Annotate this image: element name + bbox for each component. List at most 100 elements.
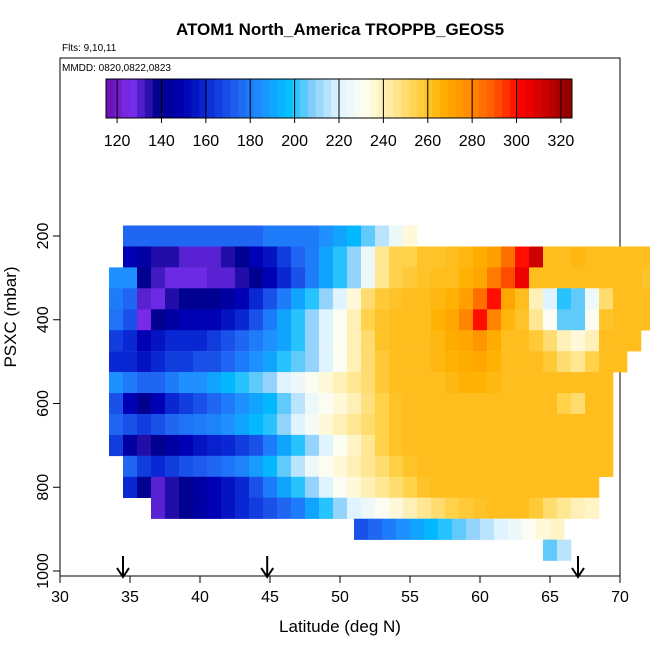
heatmap-cell bbox=[291, 246, 306, 268]
heatmap-cell bbox=[459, 414, 474, 436]
heatmap-cell bbox=[494, 518, 509, 540]
colorbar-segment bbox=[160, 79, 169, 118]
heatmap-cell bbox=[305, 351, 320, 373]
heatmap-cell bbox=[165, 225, 180, 247]
heatmap-cell bbox=[459, 267, 474, 289]
x-tick-label: 70 bbox=[611, 589, 629, 606]
colorbar: 120 140 160 180 200 220 240 260 280 300 320 bbox=[104, 78, 574, 150]
heatmap-cell bbox=[459, 476, 474, 498]
colorbar-segment bbox=[175, 79, 185, 118]
heatmap-cell bbox=[151, 288, 166, 310]
heatmap-cell bbox=[375, 330, 390, 352]
colorbar-segment bbox=[463, 79, 472, 118]
heatmap-cell bbox=[123, 309, 138, 331]
heatmap-cell bbox=[207, 434, 222, 457]
heatmap-cell bbox=[235, 414, 250, 436]
heatmap-cell bbox=[599, 288, 614, 310]
heatmap-cell bbox=[515, 476, 530, 498]
heatmap-cell bbox=[263, 455, 278, 477]
y-tick-label: 800 bbox=[35, 474, 52, 501]
heatmap-cell bbox=[571, 393, 586, 415]
heatmap-cell bbox=[473, 372, 488, 394]
heatmap-cell bbox=[221, 246, 236, 268]
heatmap-cell bbox=[627, 288, 642, 310]
heatmap-cell bbox=[375, 434, 390, 457]
heatmap-cell bbox=[137, 455, 152, 477]
heatmap-cell bbox=[389, 309, 404, 331]
heatmap-cell bbox=[431, 414, 446, 436]
heatmap-cell bbox=[305, 372, 320, 394]
heatmap-cell bbox=[361, 225, 376, 247]
colorbar-segment bbox=[331, 79, 340, 118]
colorbar-segment bbox=[401, 79, 410, 118]
heatmap-cell bbox=[263, 288, 278, 310]
heatmap-cell bbox=[319, 393, 334, 415]
heatmap-cell bbox=[333, 372, 348, 394]
heatmap-cell bbox=[333, 246, 348, 268]
heatmap-cell bbox=[571, 351, 586, 373]
heatmap-cell bbox=[305, 434, 320, 457]
heatmap-cell bbox=[557, 267, 572, 289]
heatmap-cell bbox=[389, 351, 404, 373]
heatmap-cell bbox=[291, 330, 306, 352]
heatmap-cell bbox=[109, 309, 124, 331]
chart-title: ATOM1 North_America TROPPB_GEOS5 bbox=[176, 20, 504, 39]
heatmap-cell bbox=[445, 309, 460, 331]
heatmap-cell bbox=[109, 434, 124, 457]
heatmap-cell bbox=[375, 372, 390, 394]
heatmap-cell bbox=[627, 330, 642, 352]
heatmap-cell bbox=[599, 434, 614, 457]
heatmap-cell bbox=[543, 288, 558, 310]
heatmap-cell bbox=[207, 309, 222, 331]
heatmap-cell bbox=[305, 330, 320, 352]
heatmap-cell bbox=[508, 518, 523, 540]
heatmap-cell bbox=[137, 246, 152, 268]
heatmap-cell bbox=[221, 351, 236, 373]
flights-note: Flts: 9,10,11 bbox=[62, 43, 117, 54]
heatmap-cell bbox=[543, 434, 558, 457]
colorbar-segment bbox=[339, 79, 348, 118]
heatmap-cell bbox=[333, 434, 348, 457]
heatmap-cell bbox=[249, 434, 264, 457]
heatmap-cell bbox=[263, 434, 278, 457]
colorbar-segment bbox=[455, 79, 464, 118]
heatmap-cell bbox=[501, 455, 516, 477]
heatmap-cell bbox=[389, 393, 404, 415]
heatmap-cell bbox=[571, 372, 586, 394]
heatmap-cell bbox=[473, 393, 488, 415]
heatmap-cell bbox=[277, 414, 292, 436]
heatmap-cell bbox=[613, 330, 628, 352]
heatmap-cell bbox=[403, 476, 418, 498]
colorbar-segment bbox=[292, 79, 301, 118]
heatmap-cell bbox=[137, 414, 152, 436]
heatmap-cell bbox=[515, 455, 530, 477]
colorbar-segment bbox=[183, 79, 192, 118]
y-tick-label: 1000 bbox=[35, 553, 52, 589]
heatmap-cell bbox=[403, 267, 418, 289]
heatmap-cell bbox=[179, 288, 194, 310]
x-tick-label: 50 bbox=[331, 589, 349, 606]
heatmap-cell bbox=[165, 414, 180, 436]
heatmap-cell bbox=[277, 225, 292, 247]
heatmap-cell bbox=[389, 225, 404, 247]
heatmap-cell bbox=[473, 267, 488, 289]
heatmap-cell bbox=[543, 414, 558, 436]
heatmap-cell bbox=[361, 455, 376, 477]
colorbar-segment bbox=[137, 79, 146, 118]
heatmap-cell bbox=[501, 288, 516, 310]
colorbar-segment bbox=[284, 79, 293, 118]
heatmap-cell bbox=[473, 434, 488, 457]
heatmap-cell bbox=[193, 414, 208, 436]
heatmap-cell bbox=[235, 351, 250, 373]
heatmap-cell bbox=[424, 518, 439, 540]
heatmap-cell bbox=[536, 518, 551, 540]
heatmap-cell bbox=[375, 414, 390, 436]
heatmap-cell bbox=[193, 372, 208, 394]
heatmap-cell bbox=[417, 497, 432, 519]
dates-note: MMDD: 0820,0822,0823 bbox=[62, 63, 171, 74]
heatmap-cell bbox=[585, 455, 600, 477]
heatmap-cell bbox=[291, 309, 306, 331]
heatmap-cell bbox=[179, 330, 194, 352]
heatmap-cell bbox=[543, 267, 558, 289]
